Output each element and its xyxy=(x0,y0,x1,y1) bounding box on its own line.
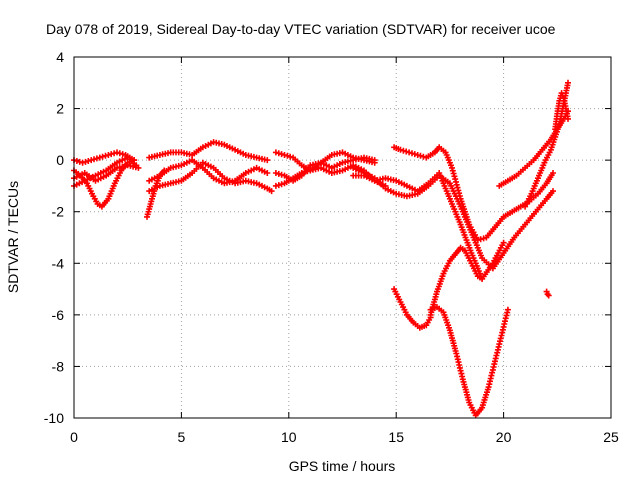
y-tick-label: 0 xyxy=(56,152,64,168)
x-tick-label: 20 xyxy=(496,429,512,445)
data-points xyxy=(71,79,571,419)
series-track-16 xyxy=(427,304,511,419)
series-track-11 xyxy=(272,154,378,184)
y-tick-label: 2 xyxy=(56,101,64,117)
x-tick-label: 5 xyxy=(178,429,186,445)
marker-trail xyxy=(146,159,275,195)
y-tick-label: -4 xyxy=(52,255,65,271)
marker-trail xyxy=(391,144,556,244)
marker-trail xyxy=(427,304,511,419)
y-tick-label: -10 xyxy=(44,410,64,426)
series-track-14 xyxy=(391,144,556,244)
series-track-17 xyxy=(427,244,486,318)
marker-trail xyxy=(427,244,486,318)
marker-trail xyxy=(146,139,271,164)
grid xyxy=(74,57,611,418)
plot-frame xyxy=(73,56,612,419)
series-track-6 xyxy=(146,139,271,164)
marker-trail xyxy=(391,286,434,331)
marker-trail xyxy=(552,90,571,133)
x-tick-label: 0 xyxy=(70,429,78,445)
marker-trail xyxy=(272,154,378,184)
marker-trail xyxy=(543,288,552,299)
x-tick-label: 25 xyxy=(603,429,619,445)
x-tick-label: 10 xyxy=(281,429,297,445)
x-tick-label: 15 xyxy=(388,429,404,445)
y-tick-label: 4 xyxy=(56,49,64,65)
y-tick-label: -8 xyxy=(52,358,65,374)
chart-title: Day 078 of 2019, Sidereal Day-to-day VTE… xyxy=(46,21,556,37)
marker-trail xyxy=(350,170,507,282)
series-track-21 xyxy=(543,288,552,299)
series-track-13 xyxy=(350,170,507,282)
series-track-8 xyxy=(146,159,275,195)
y-tick-label: -6 xyxy=(52,307,65,323)
y-axis-label: SDTVAR / TECUs xyxy=(5,181,21,293)
series-track-15 xyxy=(391,286,434,331)
x-axis-label: GPS time / hours xyxy=(289,458,396,474)
series-track-20 xyxy=(552,90,571,133)
y-tick-label: -2 xyxy=(52,204,65,220)
